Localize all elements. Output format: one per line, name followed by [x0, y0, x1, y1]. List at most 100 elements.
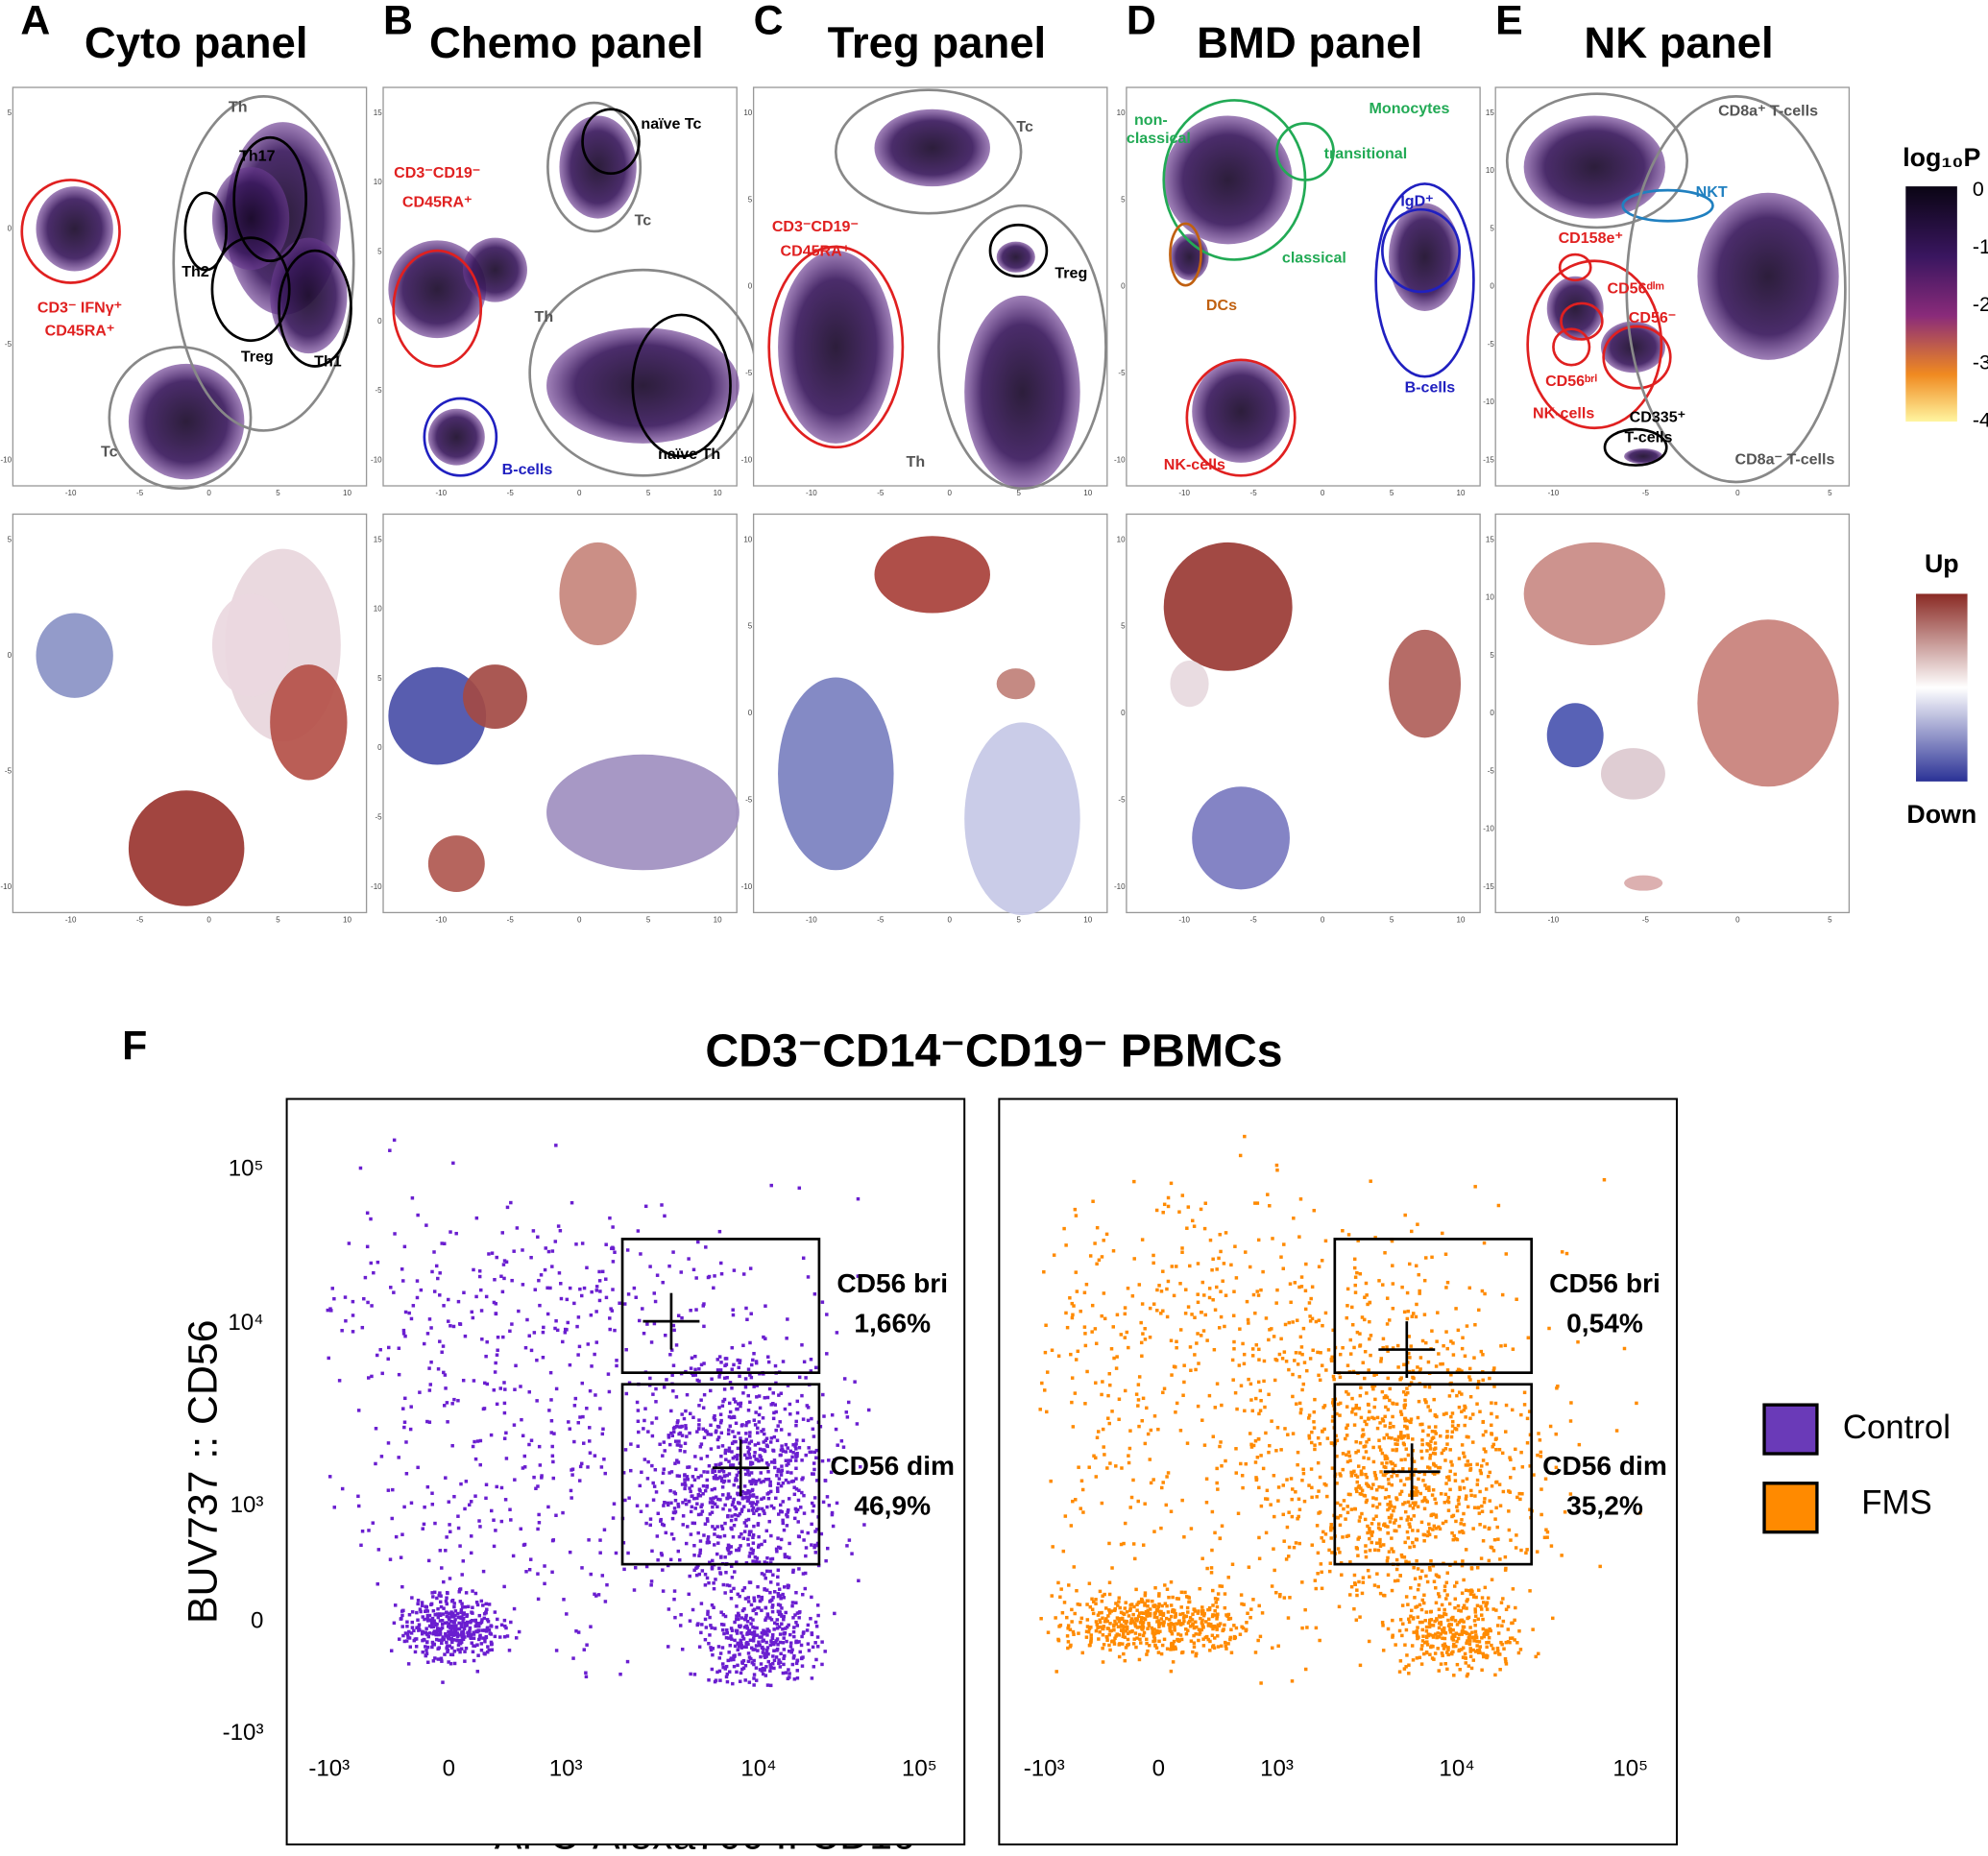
event-dot [347, 1241, 352, 1245]
event-dot [692, 1543, 696, 1548]
event-dot [609, 1307, 613, 1311]
event-dot [769, 1639, 773, 1643]
event-dot [1155, 1607, 1160, 1612]
event-dot [1105, 1627, 1110, 1630]
event-dot [1341, 1467, 1345, 1472]
event-dot [470, 1619, 474, 1623]
event-dot [459, 1608, 464, 1612]
event-dot [1454, 1427, 1459, 1432]
event-dot [823, 1479, 828, 1482]
event-dot [780, 1606, 784, 1610]
event-dot [494, 1361, 497, 1365]
event-dot [1427, 1488, 1431, 1492]
event-dot [597, 1279, 602, 1283]
p-value-cluster [1624, 448, 1663, 465]
event-dot [763, 1573, 766, 1577]
event-dot [532, 1475, 536, 1480]
event-dot [1147, 1622, 1151, 1626]
event-dot [1450, 1514, 1454, 1519]
event-dot [1341, 1535, 1345, 1539]
event-dot [1384, 1405, 1388, 1410]
event-dot [1152, 1478, 1155, 1482]
event-dot [1070, 1315, 1075, 1320]
event-dot [1446, 1475, 1451, 1479]
event-dot [745, 1445, 750, 1450]
event-dot [1355, 1270, 1359, 1275]
event-dot [751, 1559, 755, 1563]
event-dot [724, 1635, 729, 1640]
event-dot [1433, 1651, 1438, 1655]
event-dot [512, 1606, 517, 1611]
event-dot [1166, 1471, 1171, 1475]
event-dot [449, 1324, 452, 1328]
event-dot [672, 1328, 676, 1333]
event-dot [1498, 1557, 1502, 1561]
event-dot [438, 1549, 443, 1553]
event-dot [733, 1570, 737, 1574]
event-dot [1473, 1614, 1478, 1618]
event-dot [1394, 1402, 1399, 1407]
event-dot [744, 1524, 748, 1528]
x-tick-label: 10⁴ [1439, 1756, 1474, 1782]
event-dot [1429, 1618, 1434, 1622]
event-dot [739, 1401, 743, 1406]
event-dot [650, 1463, 654, 1468]
event-dot [1420, 1429, 1425, 1434]
event-dot [1462, 1451, 1466, 1456]
y-tick-label: 15 [1486, 108, 1494, 117]
event-dot [1202, 1293, 1206, 1297]
event-dot [1364, 1450, 1369, 1454]
event-dot [1197, 1638, 1200, 1643]
event-dot [1257, 1535, 1261, 1540]
event-dot [1503, 1656, 1508, 1661]
event-dot [1405, 1418, 1409, 1423]
event-dot [1100, 1501, 1104, 1506]
event-dot [444, 1476, 448, 1480]
event-dot [686, 1525, 690, 1529]
event-dot [687, 1465, 691, 1469]
event-dot [1422, 1506, 1427, 1511]
event-dot [734, 1439, 738, 1444]
event-dot [471, 1444, 475, 1449]
event-dot [1354, 1618, 1359, 1622]
event-dot [1160, 1603, 1164, 1608]
event-dot [554, 1318, 558, 1323]
event-dot [1318, 1475, 1322, 1480]
event-dot [1276, 1499, 1280, 1503]
event-dot [1432, 1579, 1437, 1583]
event-dot [1122, 1612, 1127, 1616]
event-dot [1422, 1496, 1427, 1500]
event-dot [1345, 1426, 1348, 1431]
event-dot [1485, 1641, 1489, 1645]
cluster-label: IgD⁺ [1400, 192, 1433, 209]
event-dot [1407, 1620, 1412, 1625]
event-dot [1257, 1347, 1261, 1352]
event-dot [1091, 1199, 1095, 1203]
event-dot [729, 1589, 734, 1593]
event-dot [1107, 1632, 1111, 1637]
event-dot [1273, 1514, 1276, 1519]
event-dot [1145, 1406, 1149, 1410]
event-dot [731, 1681, 735, 1686]
event-dot [746, 1450, 751, 1455]
event-dot [1525, 1548, 1529, 1552]
event-dot [1411, 1506, 1416, 1510]
event-dot [1429, 1558, 1433, 1563]
event-dot [428, 1383, 433, 1386]
event-dot [463, 1604, 468, 1609]
event-dot [1450, 1651, 1454, 1656]
event-dot [1318, 1638, 1321, 1643]
plot-frame [998, 1097, 1678, 1845]
event-dot [1456, 1423, 1461, 1428]
event-dot [705, 1540, 710, 1545]
event-dot [735, 1631, 739, 1635]
event-dot [820, 1300, 825, 1304]
event-dot [663, 1500, 667, 1505]
event-dot [1329, 1526, 1333, 1530]
event-dot [1349, 1474, 1354, 1478]
event-dot [742, 1530, 747, 1533]
event-dot [746, 1651, 751, 1655]
event-dot [779, 1428, 784, 1432]
event-dot [1423, 1619, 1427, 1623]
event-dot [1434, 1601, 1439, 1605]
